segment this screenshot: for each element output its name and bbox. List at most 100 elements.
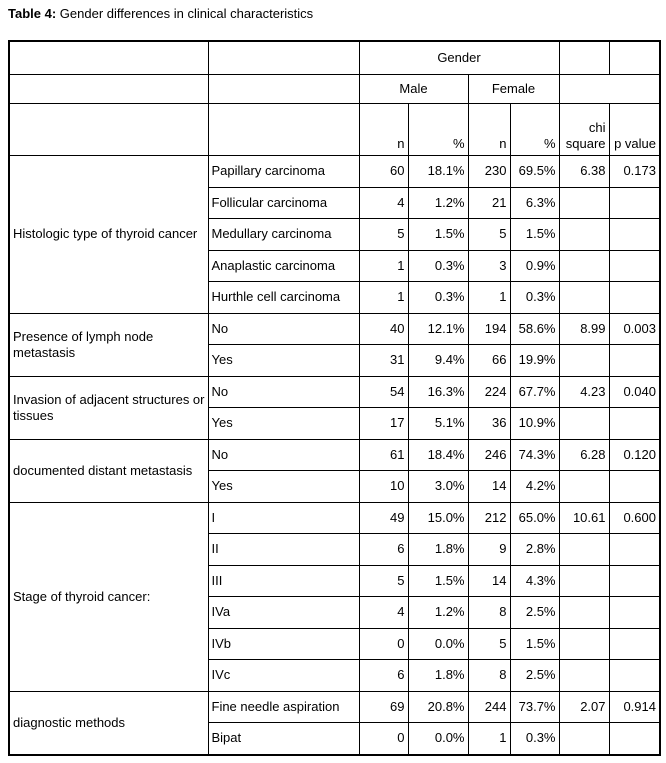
subcategory-label: Medullary carcinoma bbox=[207, 218, 360, 251]
chi-square-cell bbox=[558, 533, 610, 566]
female-pct-cell: 58.6% bbox=[509, 312, 560, 345]
header-row-measures: n % n % chi square p value bbox=[8, 103, 661, 156]
subcategory-label: No bbox=[207, 438, 360, 471]
male-n-cell: 4 bbox=[358, 596, 409, 629]
table-caption-text: Gender differences in clinical character… bbox=[59, 6, 314, 21]
female-n-cell: 244 bbox=[467, 690, 511, 723]
category-label: documented distant metastasis bbox=[8, 438, 209, 503]
header-female-n: n bbox=[467, 103, 511, 156]
subcategory-label: Anaplastic carcinoma bbox=[207, 249, 360, 282]
chi-square-cell: 10.61 bbox=[558, 501, 610, 534]
female-pct-cell: 4.2% bbox=[509, 470, 560, 503]
subcategory-label: IVb bbox=[207, 627, 360, 660]
chi-square-cell bbox=[558, 218, 610, 251]
male-pct-cell: 1.8% bbox=[407, 659, 469, 692]
male-pct-cell: 0.3% bbox=[407, 249, 469, 282]
male-n-cell: 17 bbox=[358, 407, 409, 440]
male-n-cell: 0 bbox=[358, 722, 409, 755]
female-pct-cell: 69.5% bbox=[509, 155, 560, 188]
female-pct-cell: 1.5% bbox=[509, 218, 560, 251]
header-empty-cell bbox=[207, 40, 360, 75]
female-pct-cell: 0.3% bbox=[509, 281, 560, 314]
subcategory-label: Papillary carcinoma bbox=[207, 155, 360, 188]
male-pct-cell: 1.2% bbox=[407, 596, 469, 629]
male-n-cell: 49 bbox=[358, 501, 409, 534]
female-n-cell: 194 bbox=[467, 312, 511, 345]
female-n-cell: 8 bbox=[467, 659, 511, 692]
p-value-cell: 0.040 bbox=[608, 375, 661, 408]
header-empty-cell bbox=[8, 40, 209, 75]
subcategory-label: IVc bbox=[207, 659, 360, 692]
subcategory-label: No bbox=[207, 375, 360, 408]
male-n-cell: 4 bbox=[358, 186, 409, 219]
male-pct-cell: 1.5% bbox=[407, 564, 469, 597]
subcategory-label: Yes bbox=[207, 344, 360, 377]
chi-square-cell bbox=[558, 470, 610, 503]
male-n-cell: 31 bbox=[358, 344, 409, 377]
chi-square-cell bbox=[558, 596, 610, 629]
category-label: diagnostic methods bbox=[8, 690, 209, 755]
table-row: IVb 0 0.0% 5 1.5% bbox=[9, 627, 661, 660]
chi-square-cell bbox=[558, 564, 610, 597]
female-pct-cell: 65.0% bbox=[509, 501, 560, 534]
table-caption-number: Table 4: bbox=[8, 6, 57, 21]
female-n-cell: 1 bbox=[467, 281, 511, 314]
table-row: Yes 31 9.4% 66 19.9% bbox=[9, 344, 661, 377]
chi-square-cell: 6.38 bbox=[558, 155, 610, 188]
table-row: Follicular carcinoma 4 1.2% 21 6.3% bbox=[9, 186, 661, 219]
female-n-cell: 66 bbox=[467, 344, 511, 377]
p-value-cell bbox=[608, 249, 661, 282]
male-pct-cell: 1.5% bbox=[407, 218, 469, 251]
table-row: III 5 1.5% 14 4.3% bbox=[9, 564, 661, 597]
chi-square-cell bbox=[558, 249, 610, 282]
p-value-cell: 0.003 bbox=[608, 312, 661, 345]
header-male-n: n bbox=[358, 103, 409, 156]
chi-square-cell bbox=[558, 186, 610, 219]
header-row-sex: Male Female bbox=[8, 74, 661, 104]
male-pct-cell: 0.0% bbox=[407, 722, 469, 755]
header-female-pct: % bbox=[509, 103, 560, 156]
chi-square-cell bbox=[558, 407, 610, 440]
chi-square-cell bbox=[558, 344, 610, 377]
p-value-cell: 0.120 bbox=[608, 438, 661, 471]
header-empty-cell bbox=[207, 103, 360, 156]
chi-square-cell: 6.28 bbox=[558, 438, 610, 471]
female-n-cell: 230 bbox=[467, 155, 511, 188]
gender-differences-table: Gender Male Female n % n % chi square p … bbox=[8, 40, 661, 756]
chi-square-cell bbox=[558, 722, 610, 755]
subcategory-label: Yes bbox=[207, 470, 360, 503]
male-n-cell: 5 bbox=[358, 564, 409, 597]
subcategory-label: Follicular carcinoma bbox=[207, 186, 360, 219]
p-value-cell: 0.173 bbox=[608, 155, 661, 188]
table-row: II 6 1.8% 9 2.8% bbox=[9, 533, 661, 566]
female-n-cell: 224 bbox=[467, 375, 511, 408]
subcategory-label: III bbox=[207, 564, 360, 597]
female-pct-cell: 4.3% bbox=[509, 564, 560, 597]
male-pct-cell: 3.0% bbox=[407, 470, 469, 503]
category-label: Invasion of adjacent structures or tissu… bbox=[8, 375, 209, 440]
chi-square-cell bbox=[558, 659, 610, 692]
table-row: Invasion of adjacent structures or tissu… bbox=[8, 375, 661, 440]
table-row: IVa 4 1.2% 8 2.5% bbox=[9, 596, 661, 629]
female-pct-cell: 73.7% bbox=[509, 690, 560, 723]
category-label: Stage of thyroid cancer: bbox=[8, 501, 209, 692]
table-caption: Table 4: Gender differences in clinical … bbox=[8, 6, 666, 22]
male-n-cell: 54 bbox=[358, 375, 409, 408]
header-empty-cell bbox=[207, 74, 360, 104]
subcategory-label: I bbox=[207, 501, 360, 534]
female-n-cell: 212 bbox=[467, 501, 511, 534]
male-n-cell: 5 bbox=[358, 218, 409, 251]
table-row: diagnostic methods Fine needle aspiration… bbox=[8, 690, 661, 755]
p-value-cell bbox=[608, 533, 661, 566]
female-n-cell: 8 bbox=[467, 596, 511, 629]
chi-square-cell: 4.23 bbox=[558, 375, 610, 408]
male-n-cell: 6 bbox=[358, 533, 409, 566]
table-row: documented distant metastasis No 61 18.4% 24… bbox=[8, 438, 661, 503]
subcategory-label: Yes bbox=[207, 407, 360, 440]
header-female: Female bbox=[467, 74, 560, 104]
chi-square-cell: 2.07 bbox=[558, 690, 610, 723]
female-pct-cell: 1.5% bbox=[509, 627, 560, 660]
female-n-cell: 1 bbox=[467, 722, 511, 755]
header-male-pct: % bbox=[407, 103, 469, 156]
table-row: Bipat 0 0.0% 1 0.3% bbox=[9, 722, 661, 755]
